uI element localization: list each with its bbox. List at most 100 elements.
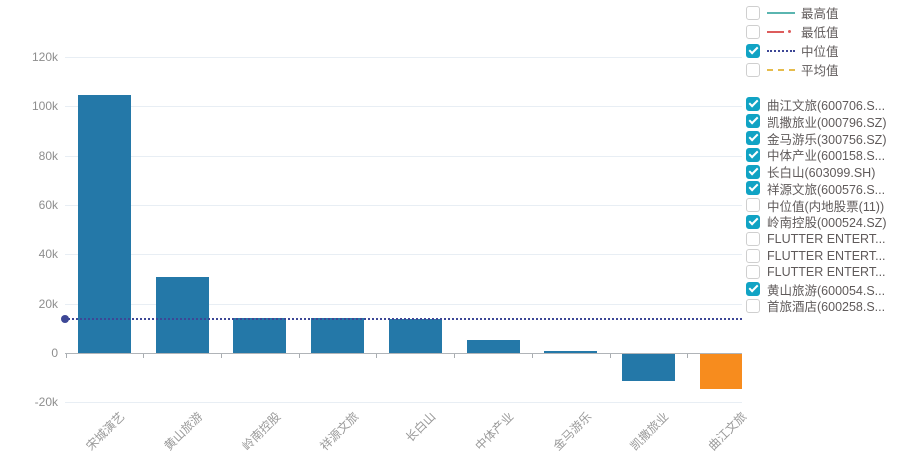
legend-item-label: FLUTTER ENTERT... — [767, 265, 886, 280]
legend-stock-item[interactable]: 中位值(内地股票(11)) — [746, 197, 898, 214]
legend-series-item[interactable]: 最低值 — [746, 22, 898, 41]
legend-item-label: 凯撒旅业(000796.SZ) — [767, 115, 887, 130]
x-axis-category-label: 长白山 — [403, 409, 439, 445]
legend-stock-item[interactable]: 岭南控股(000524.SZ) — [746, 214, 898, 231]
bar-曲江文旅[interactable] — [699, 354, 742, 389]
bar-中体产业[interactable] — [466, 340, 520, 353]
x-axis-tick — [454, 354, 456, 358]
y-axis-tick-label: 0 — [51, 346, 58, 360]
dot-segment — [788, 30, 791, 33]
checkbox-unchecked[interactable] — [746, 298, 760, 313]
grid-line — [65, 204, 742, 206]
dash-segment — [767, 30, 784, 33]
x-axis-category-label: 中体产业 — [472, 409, 517, 454]
legend-panel: 最高值最低值 中位值平均值 曲江文旅(600706.S... 凯撒旅业(000796… — [746, 3, 898, 314]
legend-stock-item[interactable]: 金马游乐(300756.SZ) — [746, 130, 898, 147]
y-axis-tick-label: 60k — [38, 197, 58, 212]
legend-series-item[interactable]: 平均值 — [746, 60, 898, 79]
legend-series-group: 最高值最低值 中位值平均值 — [746, 3, 898, 79]
bar-金马游乐[interactable] — [544, 351, 598, 353]
legend-stock-item[interactable]: 首旅酒店(600258.S... — [746, 298, 898, 315]
legend-stock-item[interactable]: 凯撒旅业(000796.SZ) — [746, 113, 898, 130]
bars-layer — [65, 0, 742, 410]
checkbox-unchecked[interactable] — [746, 231, 760, 246]
bar-岭南控股[interactable] — [233, 317, 287, 353]
legend-item-label: 黄山旅游(600054.S... — [767, 283, 886, 298]
grid-line — [65, 155, 742, 157]
checkbox-checked[interactable] — [746, 97, 760, 112]
x-axis-tick — [298, 354, 300, 358]
bar-黄山旅游[interactable] — [155, 276, 209, 353]
x-axis-category-label: 黄山旅游 — [161, 409, 206, 454]
legend-item-label: 中位值(内地股票(11)) — [767, 199, 885, 214]
checkbox-checked[interactable] — [746, 43, 760, 58]
legend-item-label: FLUTTER ENTERT... — [767, 231, 886, 246]
legend-item-label: 最低值 — [801, 26, 839, 40]
legend-stock-item[interactable]: FLUTTER ENTERT... — [746, 247, 898, 264]
legend-item-label: 平均值 — [801, 64, 839, 78]
x-axis-category-label: 曲江文旅 — [705, 409, 750, 454]
x-axis-category-label: 祥源文旅 — [317, 409, 361, 454]
median-value-line — [65, 317, 742, 320]
legend-item-label: 曲江文旅(600706.S... — [767, 98, 886, 113]
legend-item-label: 祥源文旅(600576.S... — [767, 182, 886, 197]
solid-line-sample — [767, 11, 795, 14]
median-line-start-dot — [61, 314, 69, 323]
bar-凯撒旅业[interactable] — [621, 354, 675, 382]
x-axis-line — [65, 353, 742, 354]
checkbox-unchecked[interactable] — [746, 62, 760, 77]
x-axis-tick — [143, 354, 145, 358]
bar-长白山[interactable] — [388, 318, 442, 353]
legend-item-label: 首旅酒店(600258.S... — [767, 300, 886, 315]
legend-series-item[interactable]: 最高值 — [746, 3, 898, 22]
dashed-line-sample — [767, 68, 795, 71]
checkbox-checked[interactable] — [746, 214, 760, 229]
x-axis-tick — [65, 354, 67, 358]
checkbox-checked[interactable] — [746, 181, 760, 196]
legend-stock-item[interactable]: FLUTTER ENTERT... — [746, 264, 898, 281]
checkbox-unchecked[interactable] — [746, 24, 760, 39]
checkbox-unchecked[interactable] — [746, 5, 760, 20]
checkbox-checked[interactable] — [746, 114, 760, 129]
y-axis-tick-label: 20k — [38, 296, 58, 311]
checkbox-unchecked[interactable] — [746, 248, 760, 263]
checkbox-unchecked[interactable] — [746, 198, 760, 213]
legend-stock-item[interactable]: 长白山(603099.SH) — [746, 163, 898, 180]
y-axis-tick-label: 80k — [38, 148, 58, 163]
legend-item-label: 金马游乐(300756.SZ) — [767, 132, 887, 147]
grid-line — [65, 106, 742, 108]
checkbox-unchecked[interactable] — [746, 265, 760, 280]
grid-line — [65, 56, 742, 58]
bar-祥源文旅[interactable] — [311, 318, 365, 353]
x-axis-tick — [609, 354, 611, 358]
y-axis-tick-label: 40k — [38, 247, 58, 262]
y-axis-tick-label: -20k — [34, 395, 58, 410]
x-axis-category-label: 金马游乐 — [550, 409, 595, 454]
x-axis-tick — [221, 354, 222, 358]
x-axis-category-label: 岭南控股 — [239, 409, 284, 454]
dotted-line-sample — [767, 49, 795, 52]
bar-宋城演艺[interactable] — [78, 94, 131, 353]
legend-item-label: 最高值 — [801, 7, 839, 21]
grid-line — [65, 254, 742, 256]
y-axis-tick-label: 120k — [31, 49, 58, 64]
legend-stock-item[interactable]: 中体产业(600158.S... — [746, 146, 898, 163]
y-axis-tick-label: 100k — [31, 99, 58, 114]
checkbox-checked[interactable] — [746, 130, 760, 145]
grid-line — [65, 402, 742, 404]
legend-series-item[interactable]: 中位值 — [746, 41, 898, 60]
legend-item-label: 岭南控股(000524.SZ) — [767, 216, 887, 231]
checkbox-checked[interactable] — [746, 147, 760, 162]
x-axis-category-label: 宋城演艺 — [83, 409, 128, 454]
checkbox-checked[interactable] — [746, 282, 760, 297]
dashdot-line-sample — [767, 30, 795, 33]
x-axis-tick — [687, 354, 689, 358]
legend-stock-item[interactable]: 黄山旅游(600054.S... — [746, 281, 898, 298]
legend-item-label: FLUTTER ENTERT... — [767, 248, 886, 263]
x-axis-category-label: 凯撒旅业 — [627, 409, 672, 454]
legend-stock-item[interactable]: 曲江文旅(600706.S... — [746, 96, 898, 113]
checkbox-checked[interactable] — [746, 164, 760, 179]
legend-stock-item[interactable]: FLUTTER ENTERT... — [746, 230, 898, 247]
legend-stock-item[interactable]: 祥源文旅(600576.S... — [746, 180, 898, 197]
